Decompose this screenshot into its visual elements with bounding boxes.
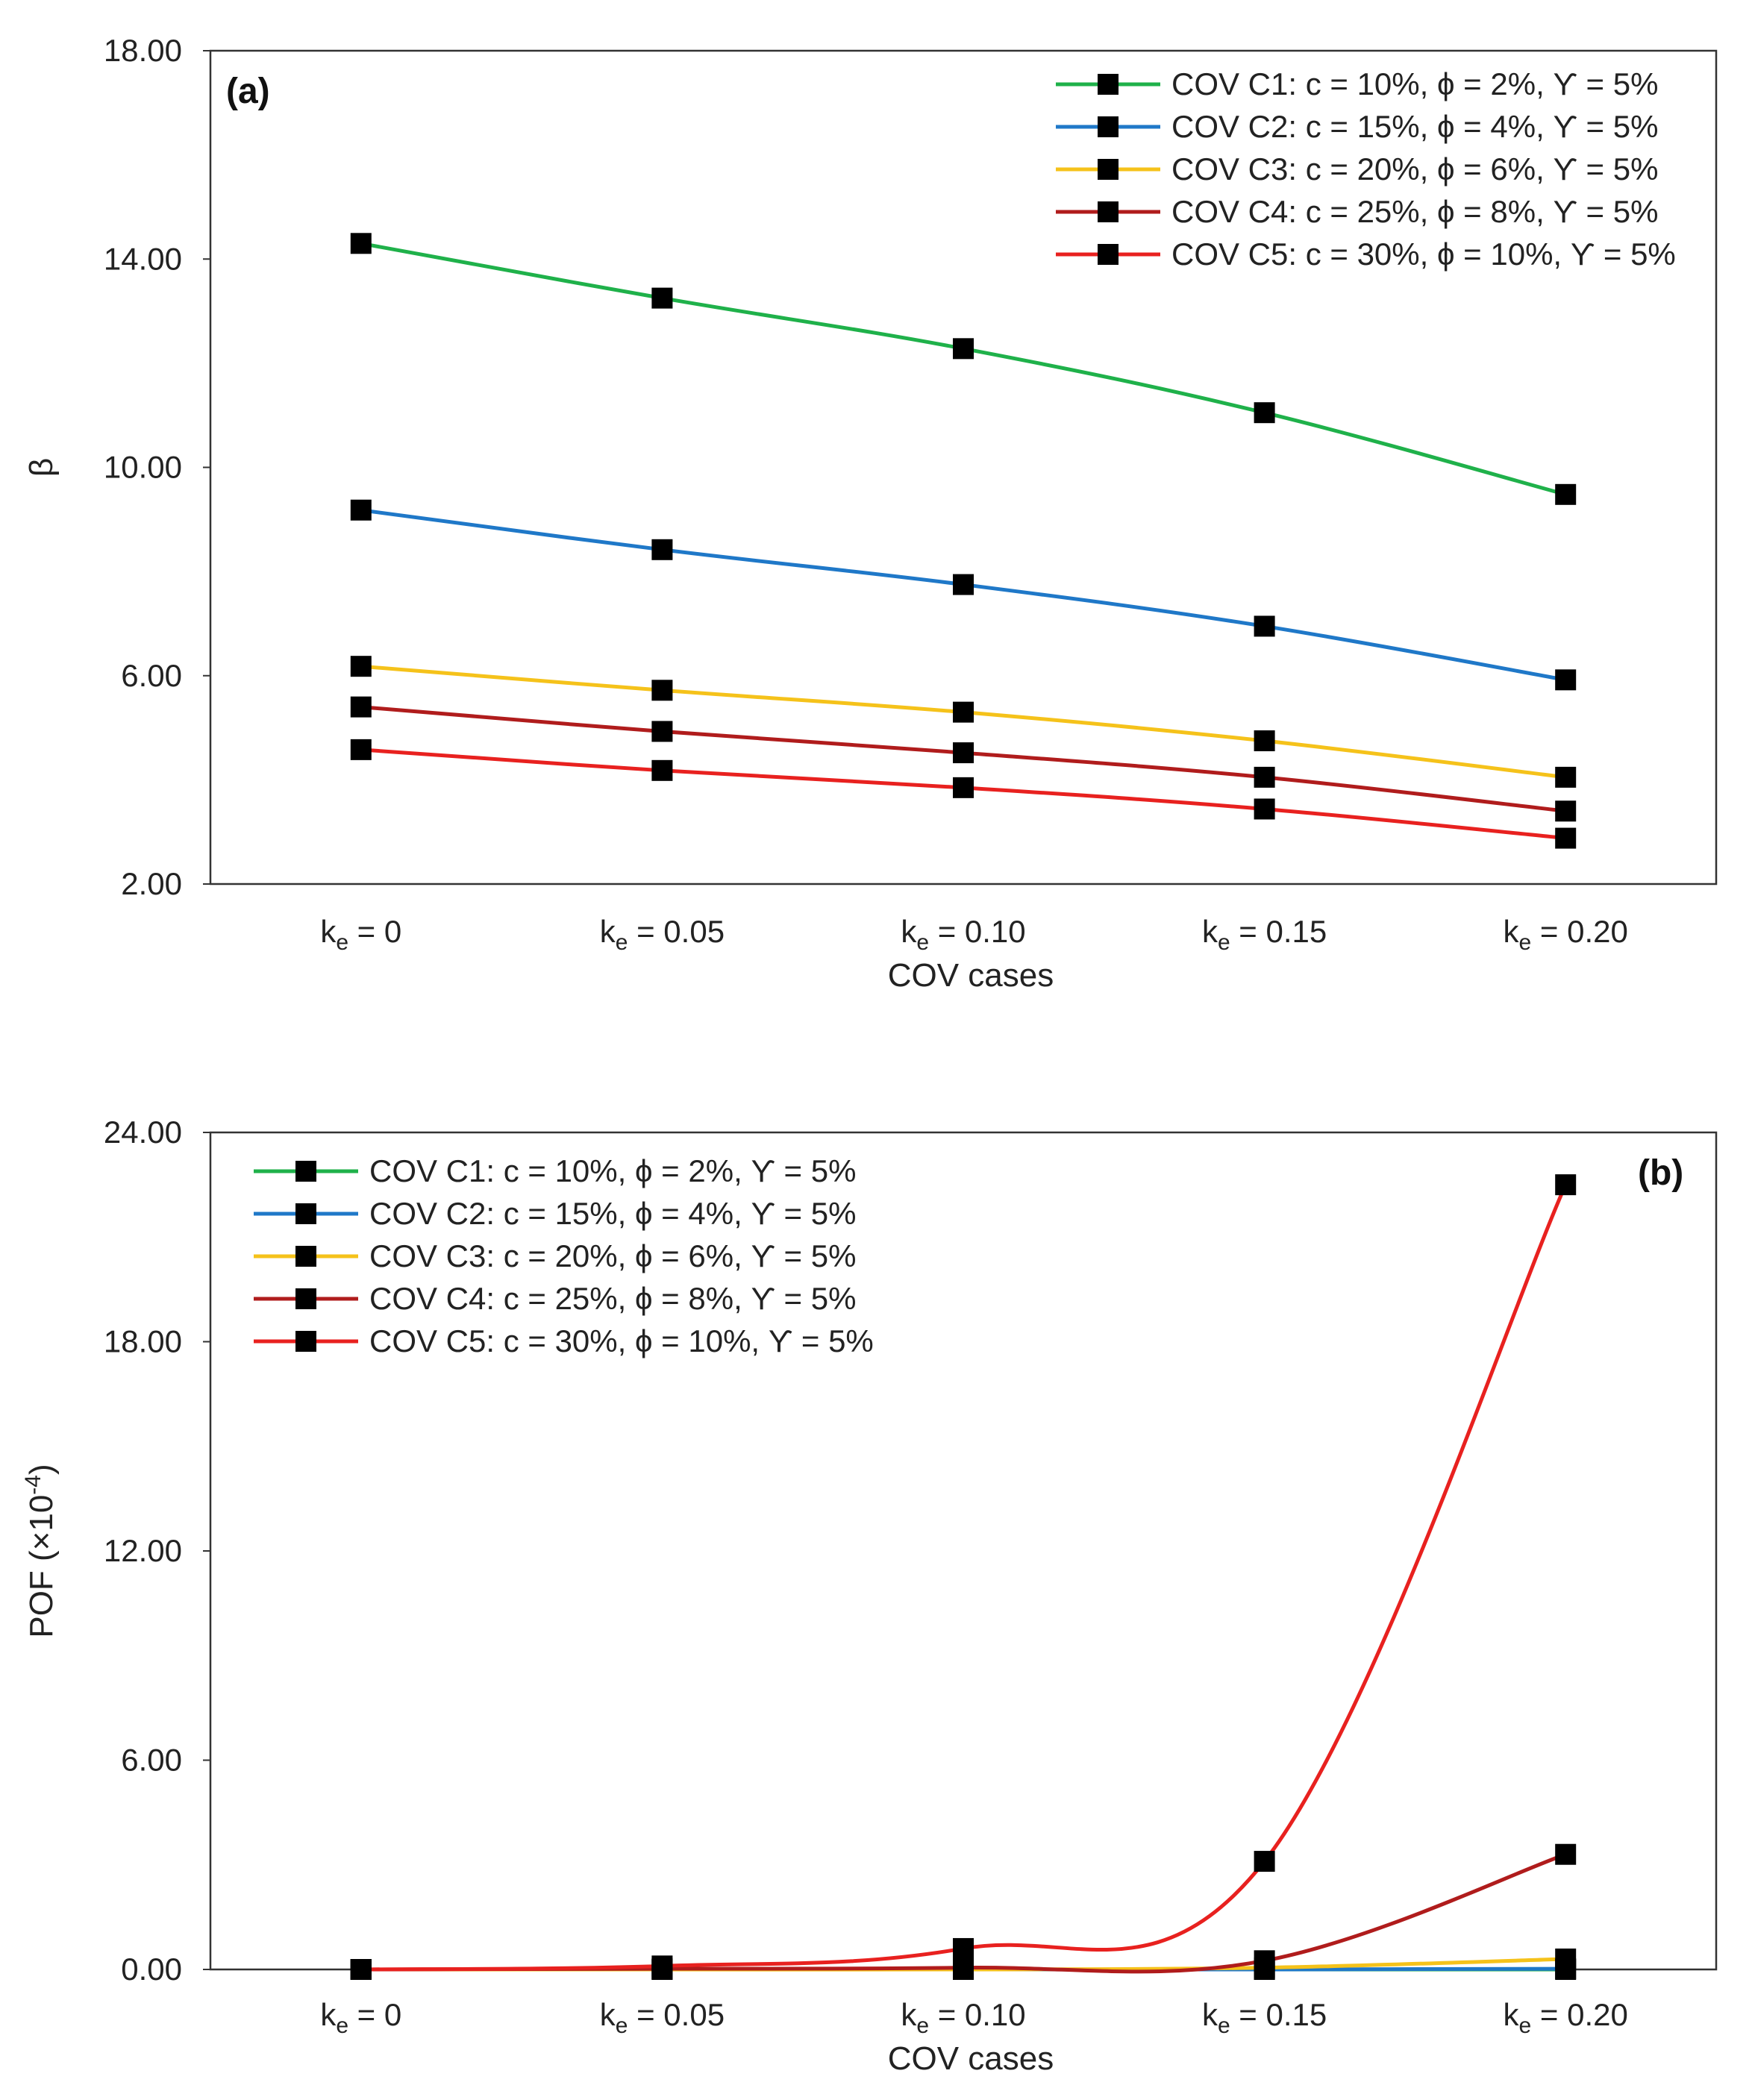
legend-marker-c3 <box>295 1246 316 1267</box>
legend-label-c3: COV C3: c = 20%, ϕ = 6%, ϒ = 5% <box>369 1238 856 1273</box>
chart-panel-b: 0.00 6.00 12.00 18.00 24.00 ke = 0 ke = 0.05 ke… <box>21 1115 1718 2077</box>
y-tick-label: 6.00 <box>121 1743 182 1778</box>
y-tick-label: 2.00 <box>121 866 182 901</box>
data-point-c4-3 <box>1254 1950 1275 1972</box>
data-point-c3-4 <box>1555 766 1577 788</box>
data-point-c2-2 <box>953 574 974 595</box>
data-point-c5-1 <box>651 759 673 781</box>
data-point-c5-4 <box>1555 1174 1577 1196</box>
data-point-c4-1 <box>651 721 673 742</box>
x-axis-label: COV cases <box>888 2040 1054 2077</box>
data-point-c2-0 <box>350 499 372 521</box>
legend-label-c2: COV C2: c = 15%, ϕ = 4%, ϒ = 5% <box>1171 109 1658 144</box>
y-tick-label: 14.00 <box>104 241 182 276</box>
data-point-c3-1 <box>651 680 673 701</box>
legend-label-c2: COV C2: c = 15%, ϕ = 4%, ϒ = 5% <box>369 1196 856 1231</box>
legend: COV C1: c = 10%, ϕ = 2%, ϒ = 5% COV C2: c… <box>1056 66 1676 272</box>
legend-marker-c4 <box>295 1288 316 1309</box>
data-point-c4-4 <box>1555 800 1577 822</box>
legend-marker-c5 <box>1098 244 1119 265</box>
x-tick-label: ke = 0.10 <box>901 1997 1025 2038</box>
data-point-c1-0 <box>350 233 372 254</box>
legend-marker-c5 <box>295 1331 316 1352</box>
data-point-c4-0 <box>350 696 372 718</box>
data-point-c3-4 <box>1555 1948 1577 1969</box>
data-point-c1-1 <box>651 287 673 309</box>
data-point-c2-1 <box>651 539 673 560</box>
data-point-c5-0 <box>350 1959 372 1980</box>
data-point-c4-2 <box>953 1957 974 1978</box>
legend-marker-c2 <box>295 1203 316 1224</box>
chart-panel-a: 2.00 6.00 10.00 14.00 18.00 ke = 0 ke = 0.05 ke… <box>23 33 1718 994</box>
legend-label-c1: COV C1: c = 10%, ϕ = 2%, ϒ = 5% <box>369 1153 856 1188</box>
x-tick-label: ke = 0.15 <box>1202 914 1327 955</box>
legend-marker-c4 <box>1098 201 1119 222</box>
data-point-c5-2 <box>953 777 974 798</box>
x-tick-label: ke = 0.10 <box>901 914 1025 955</box>
y-tick-label: 6.00 <box>121 658 182 693</box>
data-point-c4-3 <box>1254 766 1275 788</box>
legend-label-c5: COV C5: c = 30%, ϕ = 10%, ϒ = 5% <box>1171 236 1676 272</box>
data-point-c1-3 <box>1254 402 1275 424</box>
y-tick-label: 24.00 <box>104 1115 182 1150</box>
data-point-c5-1 <box>651 1955 673 1977</box>
x-tick-label: ke = 0 <box>320 914 401 955</box>
legend: COV C1: c = 10%, ϕ = 2%, ϒ = 5% COV C2: c… <box>254 1153 874 1358</box>
legend-marker-c2 <box>1098 116 1119 137</box>
legend-marker-c1 <box>295 1161 316 1182</box>
panel-label: (b) <box>1638 1153 1683 1193</box>
legend-marker-c3 <box>1098 159 1119 180</box>
x-tick-label: ke = 0.20 <box>1504 914 1628 955</box>
data-point-c5-2 <box>953 1937 974 1959</box>
legend-marker-c1 <box>1098 74 1119 95</box>
data-point-c4-4 <box>1555 1843 1577 1865</box>
data-point-c1-4 <box>1555 483 1577 505</box>
data-point-c5-3 <box>1254 1851 1275 1872</box>
legend-label-c5: COV C5: c = 30%, ϕ = 10%, ϒ = 5% <box>369 1323 874 1358</box>
y-tick-label: 18.00 <box>104 1324 182 1359</box>
x-tick-label: ke = 0 <box>320 1997 401 2038</box>
data-point-c5-0 <box>350 739 372 760</box>
legend-label-c4: COV C4: c = 25%, ϕ = 8%, ϒ = 5% <box>369 1281 856 1316</box>
series-line-c1 <box>360 241 1566 497</box>
x-tick-label: ke = 0.15 <box>1202 1997 1327 2038</box>
series-line-c5 <box>360 1184 1568 1972</box>
y-tick-label: 10.00 <box>104 450 182 485</box>
data-point-c5-4 <box>1555 827 1577 849</box>
x-axis-label: COV cases <box>888 957 1054 994</box>
legend-label-c4: COV C4: c = 25%, ϕ = 8%, ϒ = 5% <box>1171 194 1658 229</box>
y-axis-label: β <box>23 458 60 477</box>
y-tick-label: 12.00 <box>104 1533 182 1568</box>
data-point-c3-3 <box>1254 730 1275 752</box>
data-point-c2-4 <box>1555 669 1577 691</box>
data-point-c1-2 <box>953 338 974 360</box>
y-tick-label: 0.00 <box>121 1952 182 1987</box>
panel-label: (a) <box>226 72 270 111</box>
x-tick-label: ke = 0.20 <box>1504 1997 1628 2038</box>
x-tick-label: ke = 0.05 <box>600 1997 725 2038</box>
data-point-c3-0 <box>350 656 372 677</box>
data-point-c2-3 <box>1254 615 1275 637</box>
data-point-c4-2 <box>953 742 974 764</box>
y-axis-label: POF (×10-4) <box>21 1464 60 1637</box>
x-tick-label: ke = 0.05 <box>600 914 725 955</box>
legend-label-c1: COV C1: c = 10%, ϕ = 2%, ϒ = 5% <box>1171 66 1658 101</box>
data-point-c5-3 <box>1254 798 1275 820</box>
y-tick-label: 18.00 <box>104 33 182 68</box>
data-point-c3-2 <box>953 701 974 723</box>
legend-label-c3: COV C3: c = 20%, ϕ = 6%, ϒ = 5% <box>1171 151 1658 187</box>
